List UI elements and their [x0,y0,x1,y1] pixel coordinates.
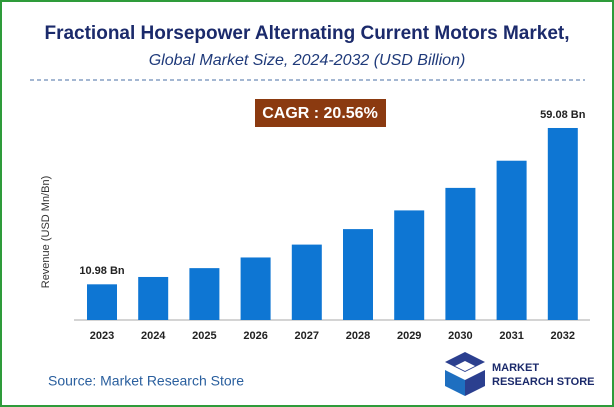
cagr-box [255,99,386,127]
logo-text: RESEARCH STORE [492,376,594,388]
bar [496,160,527,320]
chart-subtitle: Global Market Size, 2024-2032 (USD Billi… [149,52,466,69]
y-axis-label: Revenue (USD Mn/Bn) [40,176,52,289]
x-tick-label: 2030 [448,330,472,342]
value-label: 10.98 Bn [79,265,125,277]
x-tick-label: 2032 [551,330,575,342]
bar [189,268,220,320]
x-tick-label: 2029 [397,330,421,342]
bar [547,127,578,321]
chart-title: Fractional Horsepower Alternating Curren… [44,23,569,44]
x-tick-label: 2024 [141,330,166,342]
cagr-label: CAGR : 20.56% [262,105,378,122]
bar [343,229,373,320]
x-tick-label: 2028 [346,330,370,342]
bar [240,257,271,320]
logo-icon [445,352,485,396]
source: Source: Market Research Store [48,373,244,389]
x-tick-label: 2025 [192,330,216,342]
logo-text: MARKET [492,362,539,374]
x-tick-label: 2026 [243,330,267,342]
value-label: 59.08 Bn [540,109,586,121]
x-tick-label: 2027 [295,330,319,342]
bar [394,210,425,320]
x-tick-label: 2031 [499,330,523,342]
bar [291,244,322,320]
bar [87,284,117,320]
x-tick-label: 2023 [90,330,114,342]
bar [138,276,169,320]
bar [445,187,476,320]
